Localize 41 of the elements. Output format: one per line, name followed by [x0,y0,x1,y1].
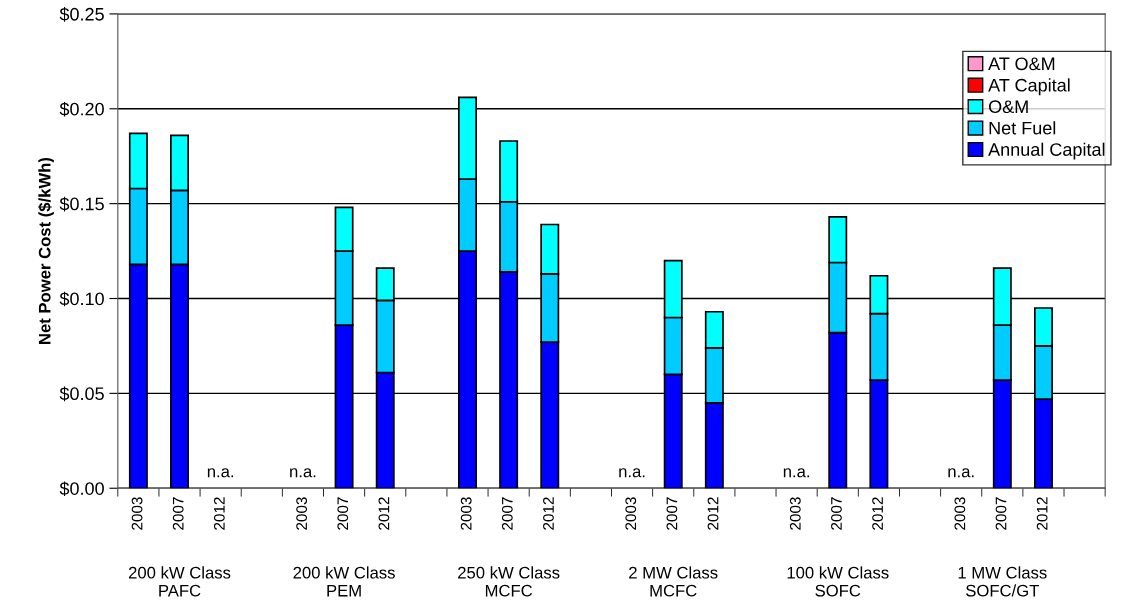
x-tick-label: 2012 [543,497,554,530]
x-tick-label: 2007 [172,497,184,530]
text: n.a. [207,468,234,478]
text: 200 kW Class PAFC [128,566,231,597]
text: 250 kW Class MCFC [458,566,560,597]
x-tick-label: 2007 [501,497,513,530]
text: 2 MW Class MCFC [629,566,718,597]
text: 100 kW Class SOFC [787,566,889,597]
y-tick-label: $0.25 [59,7,104,22]
x-tick-label: 2012 [872,497,883,530]
y-tick-label: $0.05 [59,386,104,402]
y-tick-label: $0.15 [59,196,104,212]
text: 200 kW Class PEM [293,566,395,597]
x-tick-label: 2012 [378,497,390,530]
y-tick-label: $0.20 [59,101,104,117]
x-tick-label: 2003 [789,497,801,530]
legend-label: Annual Capital [988,142,1105,160]
x-tick-label: 2003 [296,497,308,530]
legend-label: O&M [988,100,1028,114]
y-tick-label: $0.00 [59,481,104,497]
text: n.a. [948,468,974,478]
text: 1 MW Class SOFC/GT [958,566,1047,597]
text: n.a. [619,468,645,478]
legend-label: AT Capital [988,78,1070,96]
x-tick-label: 2012 [1036,497,1048,530]
x-tick-label: 2007 [666,497,678,530]
x-tick-label: 2003 [954,497,966,530]
text: n.a. [783,468,809,478]
x-tick-label: 2012 [707,497,719,530]
x-tick-label: 2007 [995,497,1007,530]
x-tick-label: 2003 [460,497,472,530]
x-tick-label: 2007 [831,497,842,530]
y-axis-title: Net Power Cost ($/kWh) [38,157,54,344]
x-tick-label: 2003 [625,497,637,530]
legend-label: Net Fuel [989,121,1056,135]
text: n.a. [290,468,316,478]
x-tick-label: 2003 [131,497,143,530]
x-tick-label: 2007 [337,497,349,530]
x-tick-label: 2012 [213,497,225,530]
y-tick-label: $0.10 [59,291,104,307]
legend-label: AT O&M [988,57,1055,71]
